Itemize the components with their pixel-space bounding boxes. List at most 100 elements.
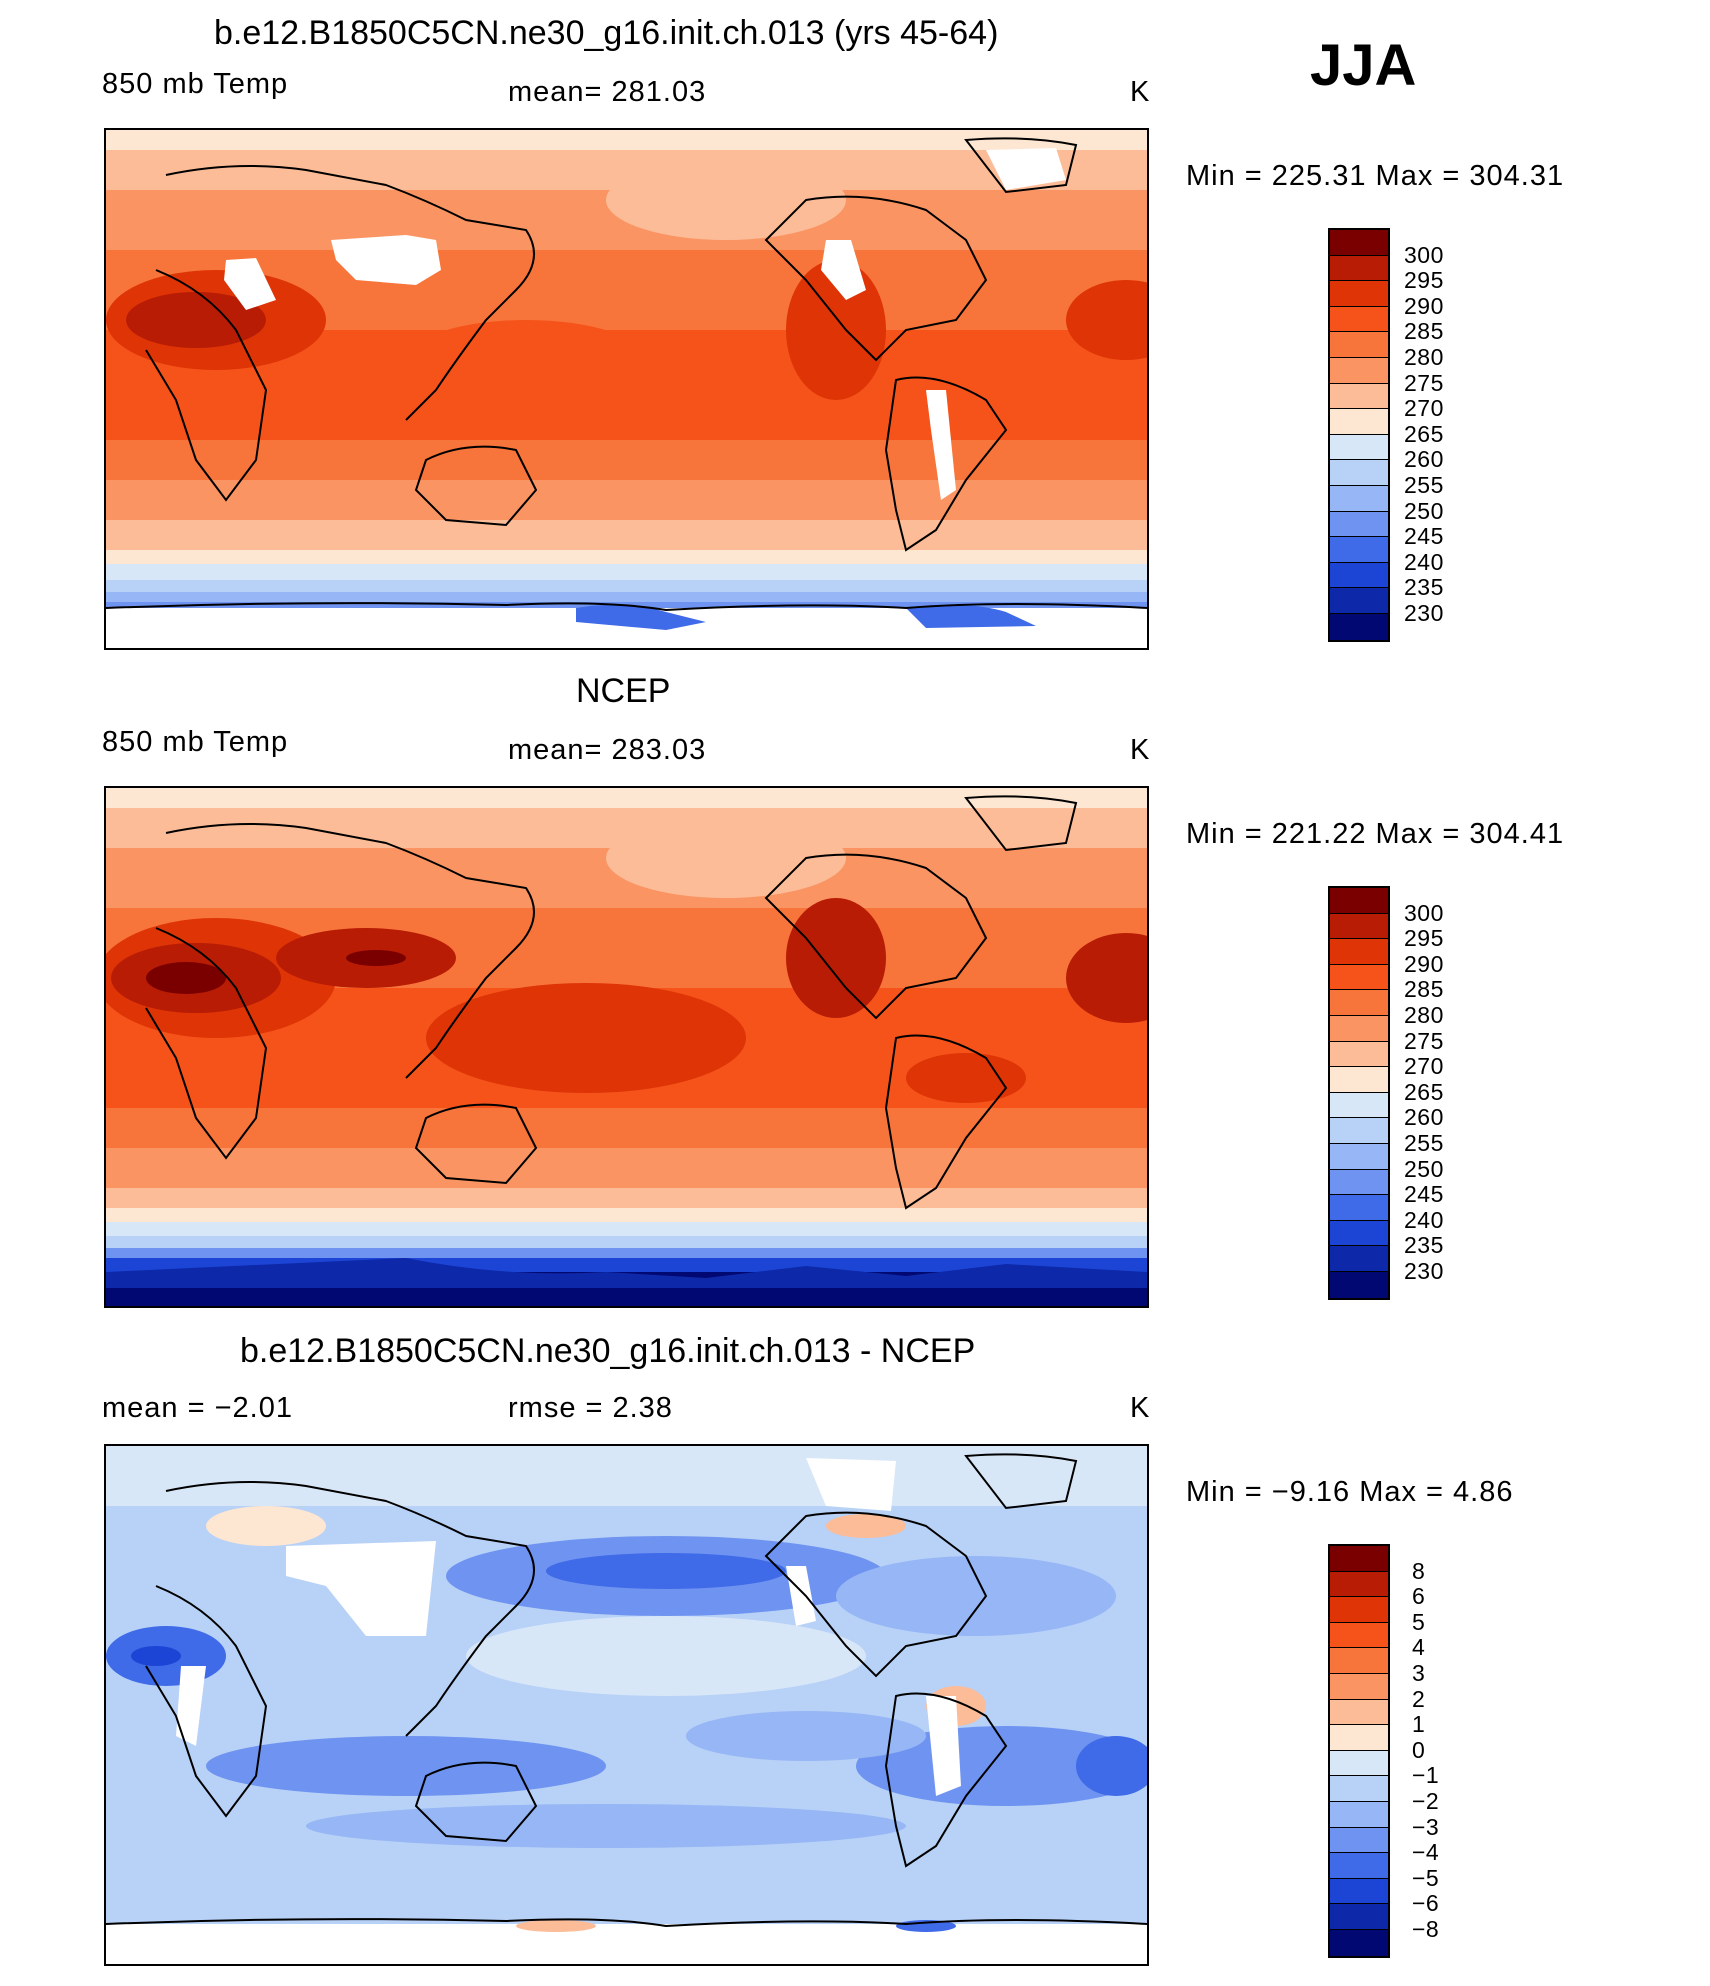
panel-3-colorbar	[1328, 1544, 1390, 1958]
colorbar-segment	[1330, 1246, 1388, 1272]
panel-2-mean-label: mean= 283.03	[508, 734, 707, 766]
colorbar-segment	[1330, 1648, 1388, 1674]
colorbar-tick-label: 235	[1404, 574, 1444, 601]
colorbar-segment	[1330, 1067, 1388, 1093]
colorbar-tick-label: 255	[1404, 1130, 1444, 1156]
colorbar-segment	[1330, 1929, 1388, 1956]
colorbar-segment	[1330, 306, 1388, 333]
panel-3-units: K	[1130, 1392, 1151, 1424]
season-label: JJA	[1310, 33, 1417, 98]
colorbar-segment	[1330, 1597, 1388, 1623]
colorbar-segment	[1330, 1750, 1388, 1777]
colorbar-tick-label: 265	[1404, 420, 1444, 447]
colorbar-tick-label: 280	[1404, 1002, 1444, 1028]
colorbar-segment	[1330, 230, 1388, 256]
colorbar-segment	[1330, 1195, 1388, 1221]
colorbar-segment	[1330, 409, 1388, 435]
colorbar-segment	[1330, 1092, 1388, 1119]
panel-2-title: NCEP	[576, 672, 671, 710]
colorbar-tick-label: 300	[1404, 899, 1444, 926]
colorbar-tick-label: 240	[1404, 1206, 1444, 1233]
colorbar-tick-label: 275	[1404, 1027, 1444, 1054]
panel-2-colorbar	[1328, 886, 1390, 1300]
panel-1-title: b.e12.B1850C5CN.ne30_g16.init.ch.013 (yr…	[214, 14, 999, 52]
colorbar-tick-label: 230	[1404, 600, 1444, 626]
colorbar-segment	[1330, 1041, 1388, 1068]
colorbar-segment	[1330, 888, 1388, 914]
colorbar-segment	[1330, 1143, 1388, 1170]
colorbar-segment	[1330, 357, 1388, 384]
colorbar-segment	[1330, 460, 1388, 486]
colorbar-tick-label: 260	[1404, 446, 1444, 473]
colorbar-segment	[1330, 485, 1388, 512]
colorbar-tick-label: −5	[1412, 1864, 1440, 1891]
colorbar-tick-label: 6	[1412, 1583, 1426, 1610]
colorbar-segment	[1330, 1776, 1388, 1802]
colorbar-tick-label: 285	[1404, 318, 1444, 345]
colorbar-tick-label: 285	[1404, 976, 1444, 1003]
colorbar-segment	[1330, 939, 1388, 965]
colorbar-tick-label: 245	[1404, 523, 1444, 550]
colorbar-tick-label: 235	[1404, 1232, 1444, 1259]
colorbar-tick-label: 275	[1404, 369, 1444, 396]
colorbar-tick-label: 270	[1404, 1053, 1444, 1080]
colorbar-segment	[1330, 562, 1388, 589]
colorbar-segment	[1330, 1801, 1388, 1828]
colorbar-segment	[1330, 588, 1388, 614]
colorbar-segment	[1330, 537, 1388, 563]
colorbar-segment	[1330, 1169, 1388, 1196]
colorbar-tick-label: 230	[1404, 1258, 1444, 1284]
colorbar-segment	[1330, 281, 1388, 307]
colorbar-segment	[1330, 511, 1388, 538]
colorbar-tick-label: 260	[1404, 1104, 1444, 1131]
colorbar-segment	[1330, 990, 1388, 1016]
colorbar-segment	[1330, 255, 1388, 282]
colorbar-tick-label: 240	[1404, 548, 1444, 575]
colorbar-segment	[1330, 1546, 1388, 1572]
colorbar-tick-label: −4	[1412, 1839, 1440, 1866]
colorbar-tick-label: 2	[1412, 1685, 1426, 1712]
panel-2-minmax: Min = 221.22 Max = 304.41	[1186, 818, 1565, 850]
colorbar-tick-label: 290	[1404, 292, 1444, 319]
colorbar-segment	[1330, 383, 1388, 410]
panel-2-variable-label: 850 mb Temp	[102, 726, 289, 758]
panel-3-minmax: Min = −9.16 Max = 4.86	[1186, 1476, 1514, 1508]
panel-1-variable-label: 850 mb Temp	[102, 68, 289, 100]
colorbar-segment	[1330, 613, 1388, 640]
panel-1-map	[104, 128, 1149, 650]
colorbar-segment	[1330, 1827, 1388, 1854]
panel-1-colorbar	[1328, 228, 1390, 642]
colorbar-tick-label: 270	[1404, 395, 1444, 422]
colorbar-tick-label: −6	[1412, 1890, 1440, 1917]
colorbar-segment	[1330, 913, 1388, 940]
colorbar-segment	[1330, 1699, 1388, 1726]
panel-3-field	[106, 1446, 1147, 1964]
panel-2-field	[106, 788, 1147, 1306]
colorbar-segment	[1330, 1622, 1388, 1649]
colorbar-segment	[1330, 1571, 1388, 1598]
panel-3-mean-label: mean = −2.01	[102, 1392, 293, 1424]
colorbar-tick-label: 4	[1412, 1634, 1426, 1661]
panel-3-rmse-label: rmse = 2.38	[508, 1392, 673, 1424]
panel-1-minmax: Min = 225.31 Max = 304.31	[1186, 160, 1565, 192]
colorbar-tick-label: 3	[1412, 1660, 1426, 1686]
colorbar-tick-label: 300	[1404, 241, 1444, 268]
colorbar-tick-label: 1	[1412, 1711, 1426, 1738]
colorbar-tick-label: 295	[1404, 925, 1444, 952]
colorbar-tick-label: −1	[1412, 1762, 1440, 1789]
colorbar-tick-label: −8	[1412, 1916, 1440, 1942]
colorbar-segment	[1330, 1725, 1388, 1751]
colorbar-tick-label: 255	[1404, 472, 1444, 498]
colorbar-segment	[1330, 1220, 1388, 1247]
colorbar-segment	[1330, 434, 1388, 461]
colorbar-tick-label: −3	[1412, 1813, 1440, 1840]
colorbar-tick-label: 245	[1404, 1181, 1444, 1208]
colorbar-tick-label: 265	[1404, 1078, 1444, 1105]
colorbar-tick-label: 295	[1404, 267, 1444, 294]
colorbar-tick-label: 5	[1412, 1608, 1426, 1635]
panel-3-map	[104, 1444, 1149, 1966]
colorbar-segment	[1330, 1673, 1388, 1700]
colorbar-segment	[1330, 964, 1388, 991]
panel-2-map	[104, 786, 1149, 1308]
colorbar-segment	[1330, 1118, 1388, 1144]
